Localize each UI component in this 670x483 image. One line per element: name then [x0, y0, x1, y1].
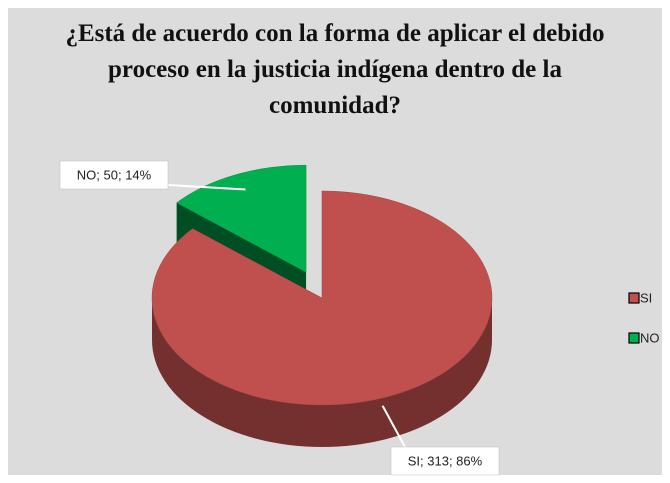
slice-top [151, 190, 493, 406]
legend-label: NO [640, 330, 660, 345]
slice-top [176, 164, 307, 273]
callout-line [381, 405, 406, 448]
data-label-box [390, 446, 500, 476]
legend-swatch [628, 292, 640, 304]
legend-swatch [628, 332, 640, 344]
legend-label: SI [640, 290, 652, 305]
chart-title: ¿Está de acuerdo con la forma de aplicar… [65, 20, 605, 119]
callout-line [167, 184, 246, 191]
data-label-box [59, 160, 169, 190]
slice-side [152, 298, 492, 447]
data-label: SI; 313; 86% [408, 453, 483, 468]
data-label: NO; 50; 14% [77, 167, 152, 182]
slice [151, 190, 493, 447]
